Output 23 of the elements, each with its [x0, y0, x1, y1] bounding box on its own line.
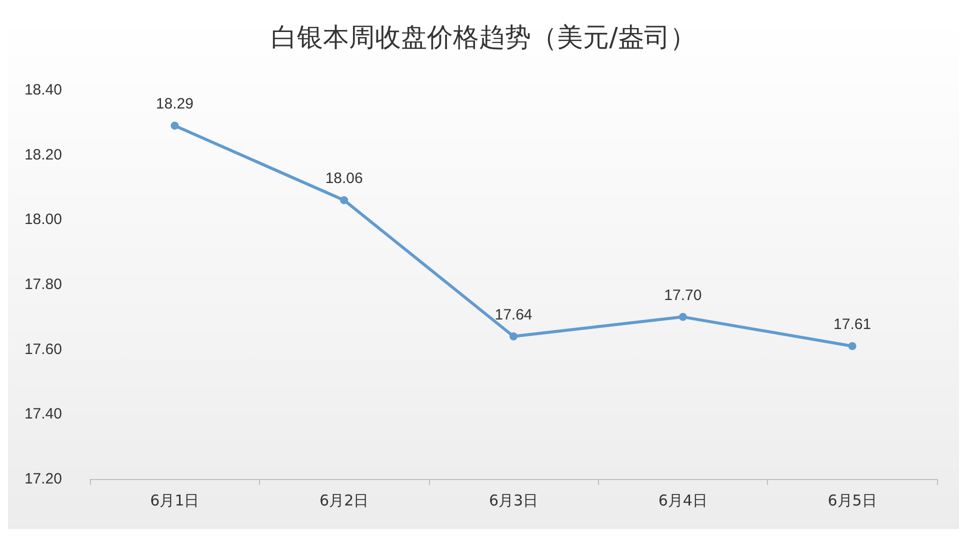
y-tick-label: 18.40 [24, 82, 62, 98]
y-tick-label: 18.00 [24, 211, 62, 228]
x-tick-label: 6月5日 [828, 492, 877, 510]
x-tick-label: 6月1日 [150, 492, 200, 510]
y-tick-label: 17.60 [24, 340, 62, 358]
chart-title: 白银本周收盘价格趋势（美元/盎司） [271, 23, 696, 53]
point [678, 312, 687, 321]
y-tick-label: 18.20 [24, 146, 62, 164]
point [340, 196, 348, 204]
data-label: 17.61 [834, 316, 872, 334]
data-label: 18.29 [156, 96, 194, 113]
point [510, 332, 518, 340]
x-tick-label: 6月3日 [488, 492, 538, 510]
point [848, 342, 856, 350]
y-tick-label: 17.20 [24, 470, 62, 488]
y-tick-label: 17.80 [24, 276, 62, 293]
y-tick-label: 17.40 [24, 406, 62, 423]
data-label: 17.64 [494, 306, 532, 324]
data-label: 17.70 [664, 286, 702, 304]
data-label: 18.06 [325, 170, 363, 188]
point [170, 122, 179, 130]
x-tick-label: 6月4日 [658, 492, 708, 510]
x-tick-label: 6月2日 [320, 492, 369, 510]
